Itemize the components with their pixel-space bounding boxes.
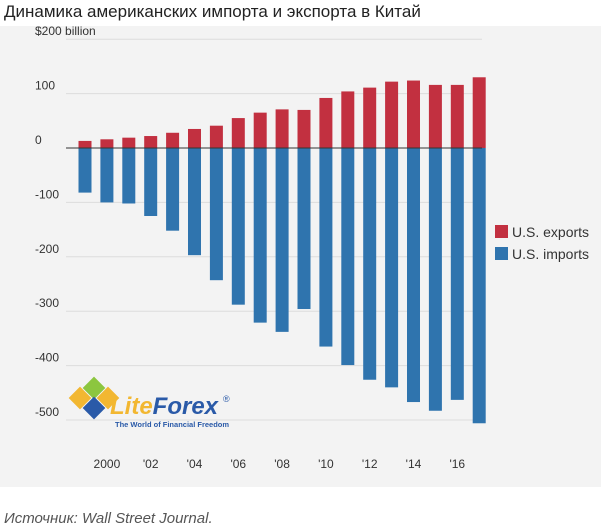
- export-bar: [319, 97, 333, 148]
- y-tick-label: -200: [35, 242, 59, 256]
- export-bar: [297, 109, 311, 148]
- liteforex-logo: LiteForex ® The World of Financial Freed…: [68, 376, 230, 429]
- import-bar: [231, 148, 245, 305]
- y-tick-label: 0: [35, 133, 42, 147]
- import-bar: [188, 148, 201, 256]
- x-tick-label: '04: [187, 457, 203, 471]
- import-bar: [100, 148, 114, 203]
- legend-swatch-exports: [495, 225, 508, 238]
- export-bar: [144, 136, 158, 148]
- import-bar: [297, 148, 311, 310]
- y-tick-label: 100: [35, 79, 55, 93]
- y-axis-ticks: $200 billion 100 0 -100 -200 -300 -400 -500: [35, 26, 96, 419]
- y-tick-label: -500: [35, 405, 59, 419]
- import-bar: [144, 148, 158, 216]
- export-bar: [231, 118, 245, 148]
- chart-title: Динамика американских импорта и экспорта…: [4, 2, 421, 21]
- logo-wordmark: LiteForex: [110, 393, 220, 420]
- logo-registered-mark: ®: [223, 394, 230, 404]
- export-bar: [385, 81, 399, 148]
- import-bar: [385, 148, 399, 388]
- import-bar: [472, 148, 486, 424]
- import-bar: [78, 148, 92, 193]
- import-bar: [275, 148, 289, 332]
- import-bar: [319, 148, 333, 347]
- export-bar: [209, 125, 223, 148]
- import-bar: [341, 148, 355, 366]
- export-bar: [166, 132, 180, 148]
- import-bar: [428, 148, 442, 411]
- export-bar: [188, 128, 201, 148]
- export-bar: [428, 84, 442, 148]
- y-tick-label: -300: [35, 296, 59, 310]
- import-bar: [122, 148, 136, 204]
- import-bar: [450, 148, 464, 400]
- export-bar: [122, 137, 136, 148]
- export-bar: [341, 91, 355, 148]
- x-tick-label: '06: [230, 457, 246, 471]
- logo-tagline: The World of Financial Freedom: [115, 420, 229, 429]
- y-tick-label: -400: [35, 351, 59, 365]
- export-bar: [407, 80, 420, 148]
- x-tick-label: '14: [406, 457, 422, 471]
- x-tick-label: 2000: [94, 457, 121, 471]
- y-tick-label: $200 billion: [35, 26, 96, 38]
- export-bar: [100, 139, 114, 148]
- import-bar: [209, 148, 223, 281]
- import-bar: [166, 148, 180, 231]
- x-tick-label: '08: [274, 457, 290, 471]
- legend: U.S. exports U.S. imports: [495, 224, 589, 262]
- y-tick-label: -100: [35, 187, 59, 201]
- legend-label-exports: U.S. exports: [512, 224, 589, 240]
- legend-label-imports: U.S. imports: [512, 246, 589, 262]
- source-note: Источник: Wall Street Journal.: [4, 510, 213, 527]
- export-bar: [78, 140, 92, 148]
- bar-chart: $200 billion 100 0 -100 -200 -300 -400 -500 200…: [35, 26, 589, 471]
- bars: [78, 77, 486, 424]
- import-bar: [407, 148, 420, 403]
- x-axis-ticks: 2000 '02 '04 '06 '08 '10 '12 '14 '16: [94, 457, 466, 471]
- import-bar: [253, 148, 267, 323]
- export-bar: [275, 109, 289, 148]
- export-bar: [450, 84, 464, 148]
- x-tick-label: '02: [143, 457, 159, 471]
- export-bar: [472, 77, 486, 148]
- x-tick-label: '16: [449, 457, 465, 471]
- export-bar: [253, 112, 267, 148]
- x-tick-label: '12: [362, 457, 378, 471]
- import-bar: [363, 148, 377, 380]
- x-tick-label: '10: [318, 457, 334, 471]
- export-bar: [363, 87, 377, 148]
- legend-swatch-imports: [495, 247, 508, 260]
